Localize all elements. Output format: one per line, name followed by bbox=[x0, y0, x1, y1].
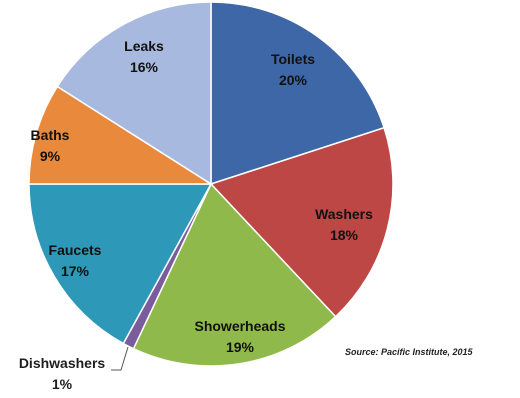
slice-toilets bbox=[210, 1, 386, 186]
label-dishwashers: Dishwashers bbox=[19, 355, 106, 371]
dishwashers-leader-line bbox=[111, 346, 129, 371]
pie-labels: Toilets 20% Washers 18% Showerheads 19% Dishwa… bbox=[19, 38, 373, 392]
slice-washers bbox=[209, 126, 394, 318]
value-baths: 9% bbox=[40, 148, 61, 164]
label-leaks: Leaks bbox=[124, 38, 164, 54]
value-leaks: 16% bbox=[130, 59, 159, 75]
value-faucets: 17% bbox=[61, 263, 90, 279]
slice-baths bbox=[28, 85, 214, 185]
slice-leaks bbox=[56, 1, 212, 186]
slice-showerheads bbox=[132, 182, 337, 367]
label-toilets: Toilets bbox=[271, 51, 315, 67]
label-showerheads: Showerheads bbox=[194, 318, 285, 334]
label-faucets: Faucets bbox=[49, 242, 102, 258]
source-note: Source: Pacific Institute, 2015 bbox=[345, 347, 473, 357]
value-washers: 18% bbox=[330, 227, 359, 243]
pie-slices bbox=[28, 1, 394, 367]
slice-faucets bbox=[28, 183, 213, 345]
value-showerheads: 19% bbox=[226, 339, 255, 355]
label-baths: Baths bbox=[31, 127, 70, 143]
label-washers: Washers bbox=[315, 206, 373, 222]
value-toilets: 20% bbox=[279, 72, 308, 88]
value-dishwashers: 1% bbox=[52, 376, 73, 392]
